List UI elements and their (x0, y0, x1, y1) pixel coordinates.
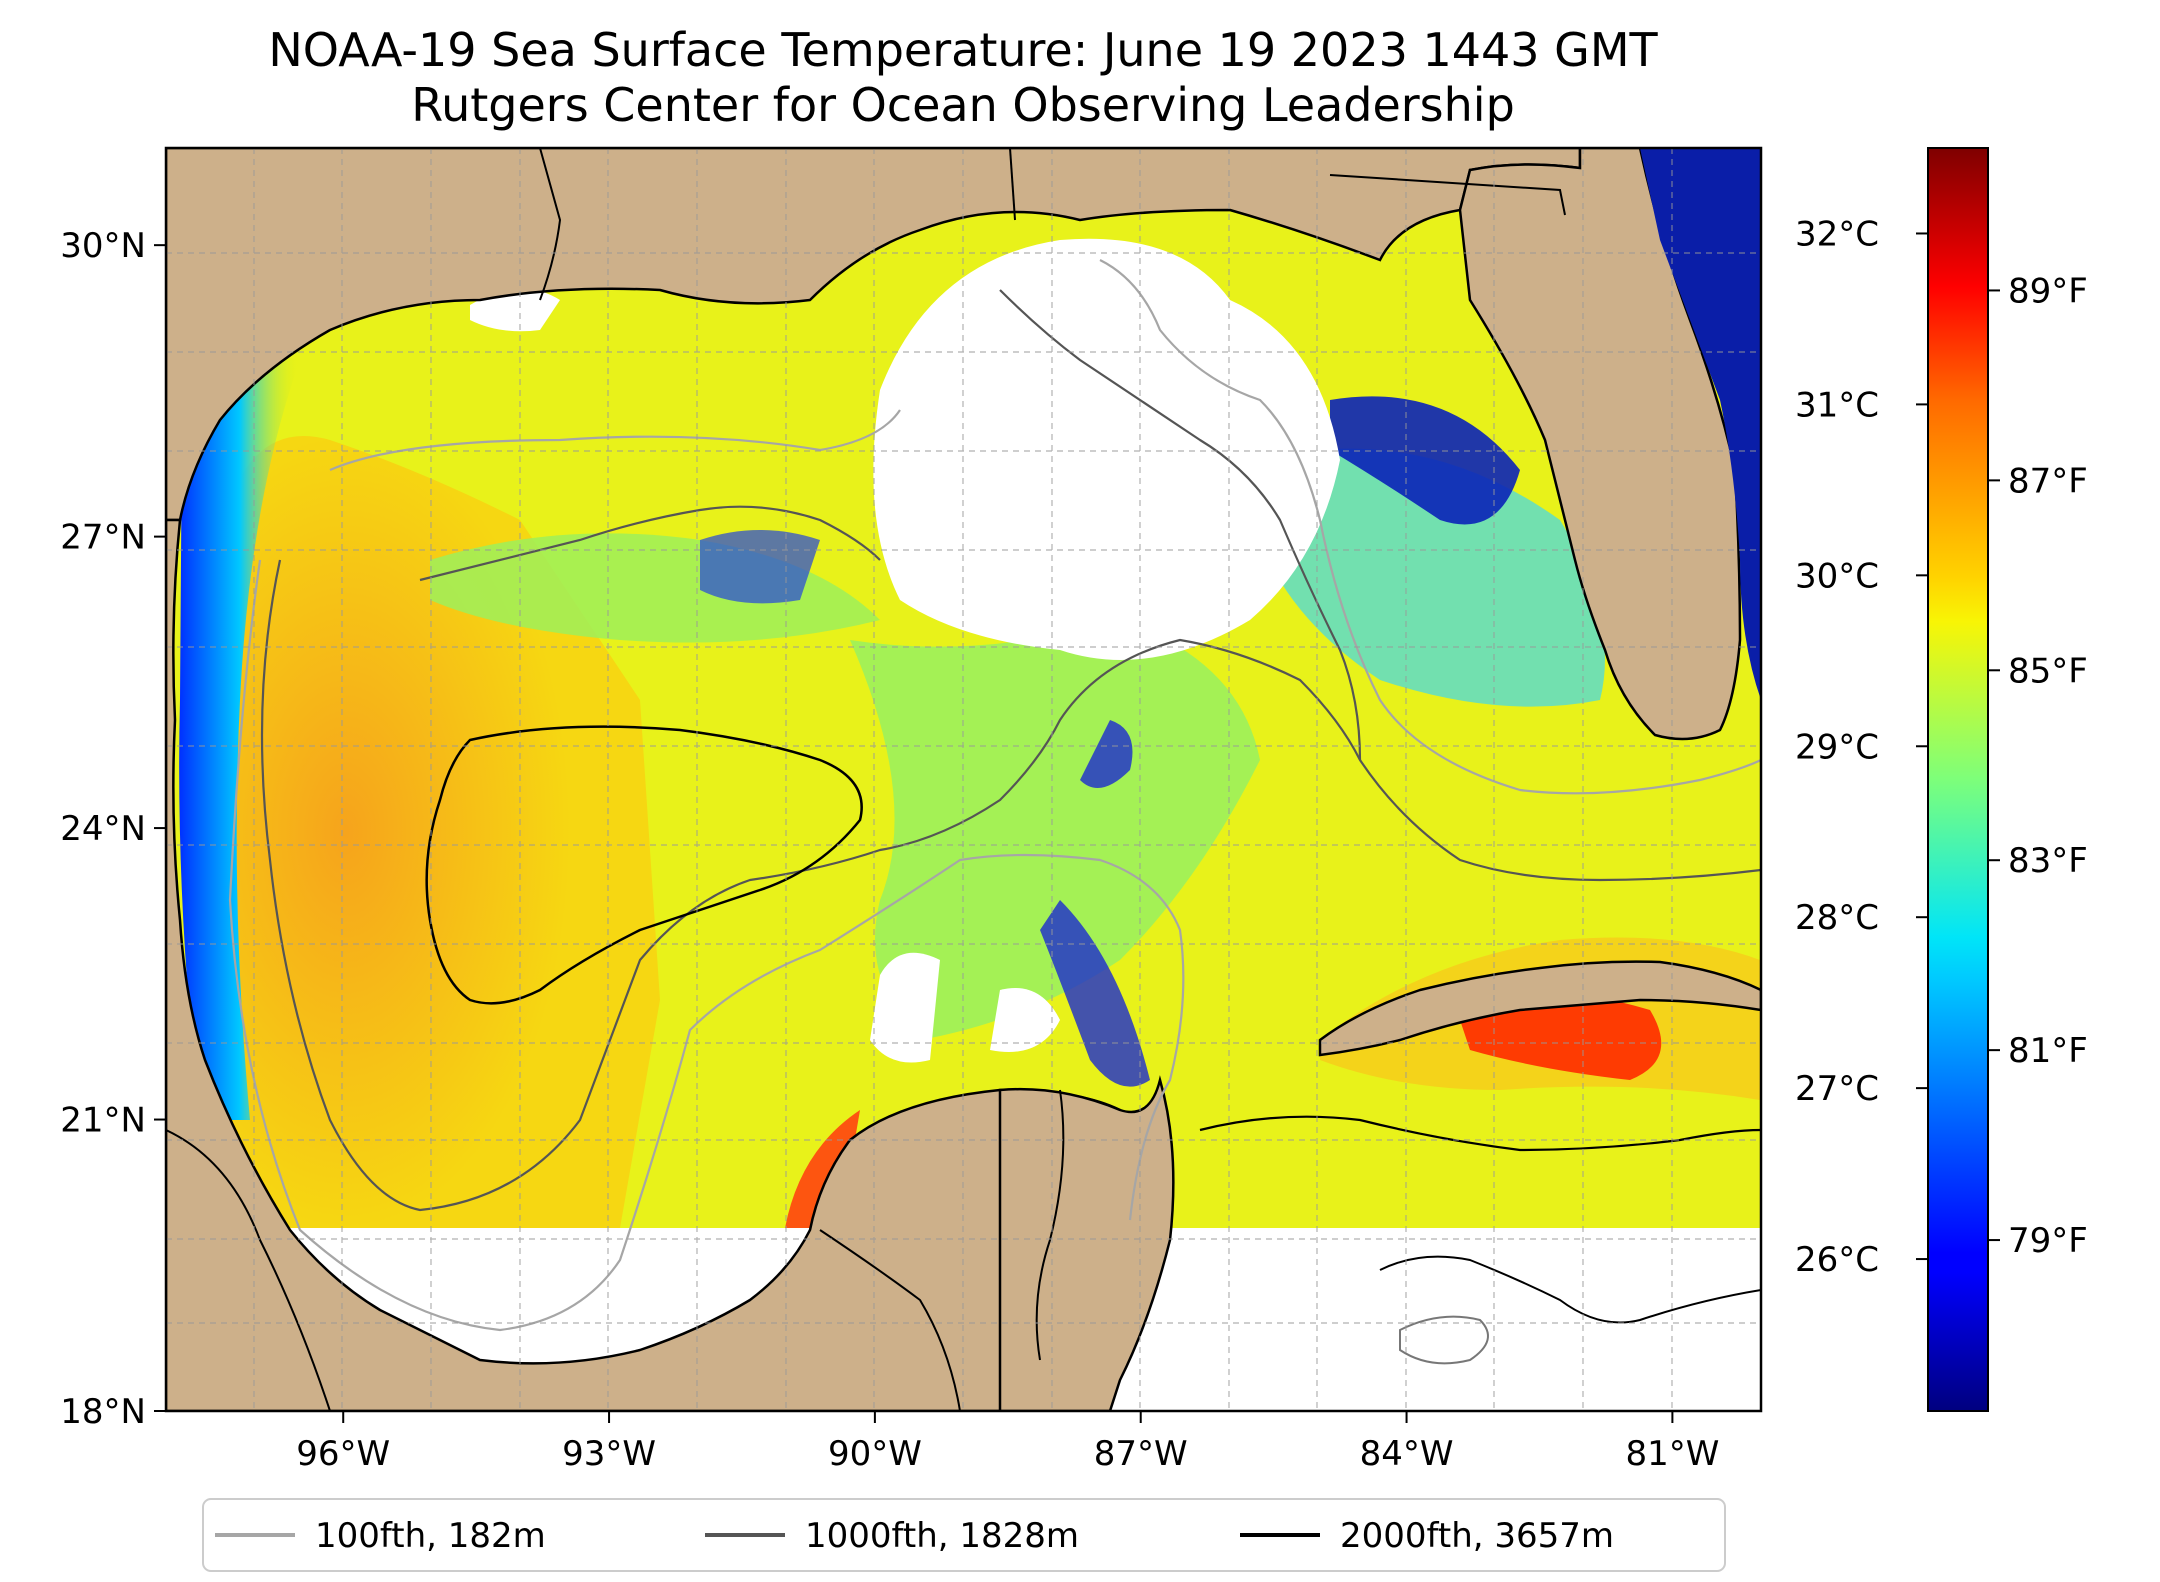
land-cuba (1318, 960, 1761, 1057)
lat-tick-label: 27°N (60, 518, 146, 558)
title-line-2: Rutgers Center for Ocean Observing Leade… (411, 78, 1515, 132)
border-mexico-states-1 (166, 1129, 331, 1411)
colorbar-c-tick-label: 28°C (1795, 898, 1879, 938)
warm-water-west (211, 436, 660, 1228)
colorbar-f-tick-label: 89°F (2008, 271, 2088, 311)
lon-tick-label: 84°W (1360, 1434, 1454, 1474)
cloud-patch-texas (470, 288, 560, 332)
colorbar-c-tick-label: 26°C (1795, 1240, 1879, 1280)
colorbar-celsius-axis: 26°C 27°C 28°C 29°C 30°C 31°C 32°C (1795, 214, 1928, 1280)
colorbar-f-tick-label: 79°F (2008, 1221, 2088, 1261)
border-ms-al (1009, 148, 1016, 221)
title-line-1: NOAA-19 Sea Surface Temperature: June 19… (268, 23, 1658, 77)
atlantic-cold-east (1640, 148, 1761, 700)
border-mexico-states-2 (819, 1229, 961, 1411)
cool-strip-west-coast (179, 350, 300, 1120)
colorbar-c-tick-label: 27°C (1795, 1069, 1879, 1109)
border-tx-la (539, 148, 562, 301)
land-florida (1458, 148, 1742, 741)
lon-tick-label: 81°W (1625, 1434, 1719, 1474)
lon-tick-label: 93°W (562, 1434, 656, 1474)
legend-label: 2000fth, 3657m (1340, 1516, 1614, 1556)
contour-100fth-east (1099, 259, 1761, 795)
cold-filament-yucatan (1040, 900, 1150, 1087)
latitude-axis: 18°N 21°N 24°N 27°N 30°N (60, 226, 166, 1432)
border-al-ga (1329, 174, 1566, 216)
colorbar (1927, 147, 1989, 1412)
cool-shelf-east (1260, 448, 1605, 707)
gridlines (166, 148, 1761, 1411)
contour-1000fth (260, 505, 1761, 1212)
legend-label: 100fth, 182m (315, 1516, 546, 1556)
lat-tick-label: 30°N (60, 226, 146, 266)
cloud-patch-central (990, 988, 1060, 1052)
colorbar-f-tick-label: 87°F (2008, 461, 2088, 501)
border-yucatan (1035, 1089, 1065, 1361)
map-frame (164, 146, 1763, 1413)
contour-2000fth-cayman (1199, 1115, 1761, 1152)
lat-tick-label: 21°N (60, 1101, 146, 1141)
contour-2000fth-south (1379, 1255, 1761, 1324)
colorbar-fahrenheit-axis: 79°F 81°F 83°F 85°F 87°F 89°F (1988, 271, 2088, 1261)
contour-1000fth-east (999, 289, 1362, 761)
lon-tick-label: 90°W (828, 1434, 922, 1474)
colorbar-c-tick-label: 29°C (1795, 727, 1879, 767)
cloud-patch-campeche (870, 952, 940, 1063)
cloud-cover-north (873, 238, 1340, 660)
colorbar-c-tick-label: 32°C (1795, 214, 1879, 254)
legend-label: 1000fth, 1828m (805, 1516, 1079, 1556)
legend-box (202, 1498, 1726, 1572)
colorbar-f-tick-label: 85°F (2008, 651, 2088, 691)
longitude-axis: 96°W 93°W 90°W 87°W 84°W 81°W (296, 1411, 1719, 1474)
cold-region-bigbend (1330, 396, 1520, 525)
cold-eddy-central (1080, 720, 1133, 788)
map-area (166, 148, 1761, 1411)
cool-region-central (850, 620, 1260, 1040)
colorbar-c-tick-label: 30°C (1795, 556, 1879, 596)
lat-tick-label: 18°N (60, 1392, 146, 1432)
lon-tick-label: 96°W (296, 1434, 390, 1474)
contour-2000fth (425, 725, 863, 1005)
lat-tick-label: 24°N (60, 809, 146, 849)
land-yucatan (998, 1075, 1175, 1411)
lon-tick-label: 87°W (1094, 1434, 1188, 1474)
legend: 100fth, 182m 1000fth, 1828m 2000fth, 3657m (202, 1498, 1726, 1572)
colorbar-f-tick-label: 81°F (2008, 1031, 2088, 1071)
cool-eddy-north (700, 530, 820, 604)
contour-1000fth-south (1399, 1315, 1489, 1365)
contour-100fth (228, 409, 1185, 1332)
colorbar-c-tick-label: 31°C (1795, 385, 1879, 425)
colorbar-f-tick-label: 83°F (2008, 841, 2088, 881)
